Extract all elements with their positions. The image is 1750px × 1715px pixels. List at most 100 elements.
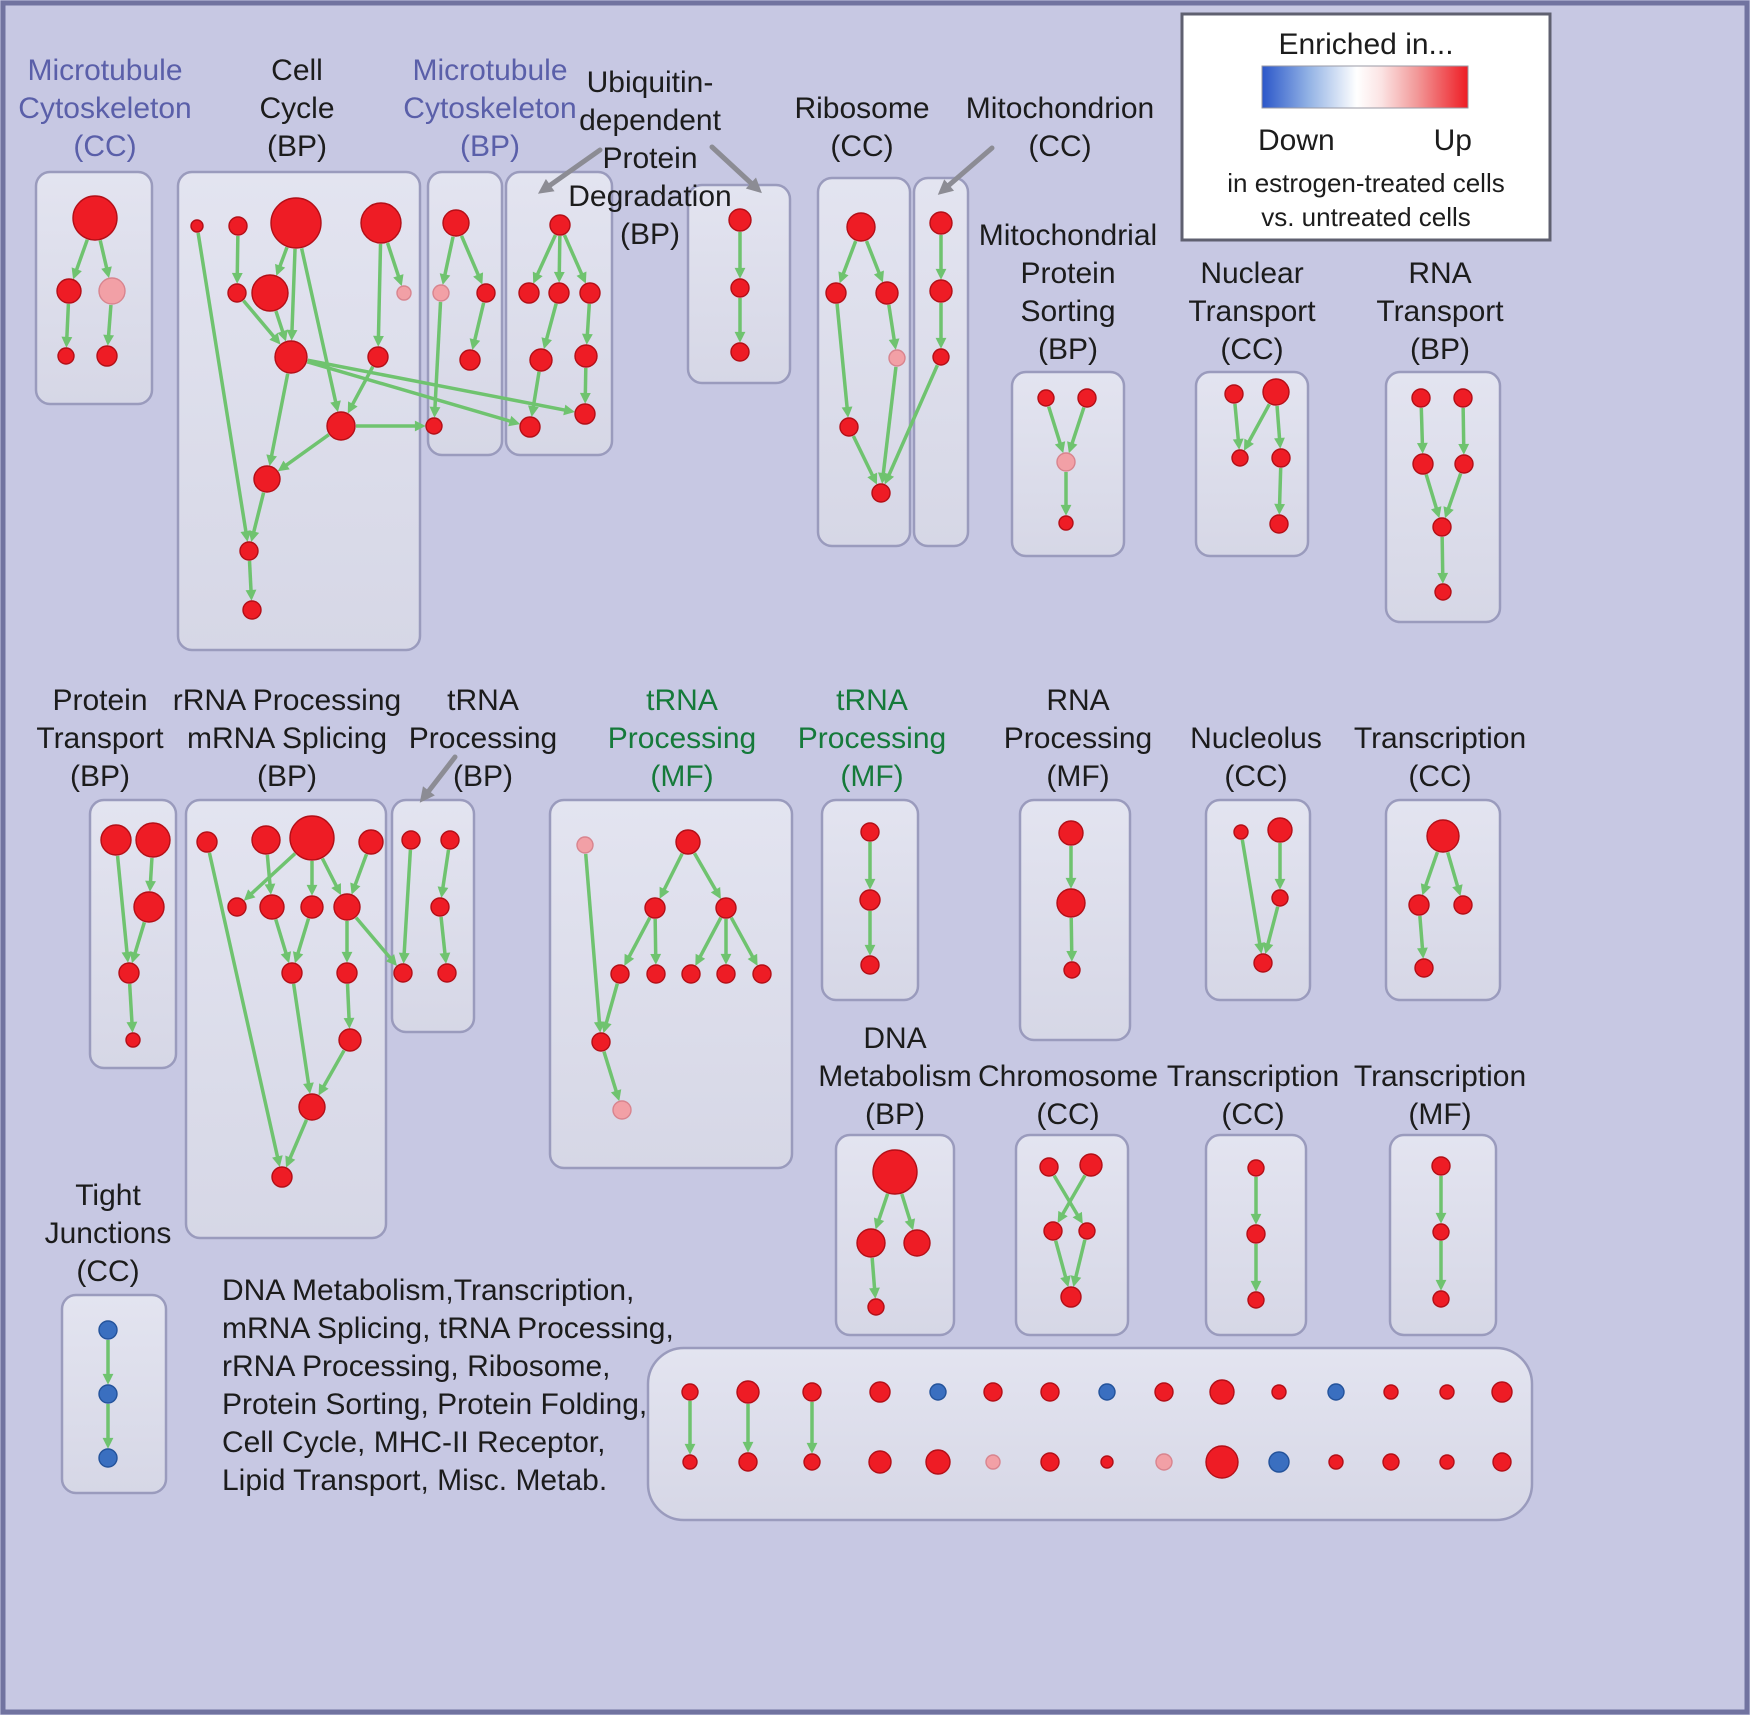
- gene-node-pink: [888, 349, 906, 367]
- gene-node-red: [574, 344, 598, 368]
- gene-node-red: [802, 1382, 822, 1402]
- edge-arrow: [103, 304, 115, 346]
- gene-node-red: [125, 1032, 141, 1048]
- edge-arrow: [291, 983, 314, 1094]
- gene-node-red: [300, 895, 324, 919]
- gene-node-red: [752, 964, 772, 984]
- gene-node-red: [430, 897, 450, 917]
- gene-node-red: [72, 195, 118, 241]
- legend-subtitle-1: in estrogen-treated cells: [1227, 168, 1504, 198]
- gene-node-red: [846, 212, 876, 242]
- microtubule-cc-label: Microtubule Cytoskeleton (CC): [18, 54, 191, 163]
- gene-node-red: [270, 197, 322, 249]
- gene-node-red: [1328, 1454, 1344, 1470]
- gene-node-red: [1271, 448, 1291, 468]
- gene-node-red: [1040, 1452, 1060, 1472]
- transcription-mf-label: Transcription (MF): [1354, 1060, 1526, 1131]
- edge-arrow: [274, 310, 288, 342]
- edge-arrow: [98, 240, 112, 279]
- gene-node-red: [644, 897, 666, 919]
- gene-node-red: [401, 830, 421, 850]
- edge-arrow: [429, 301, 443, 418]
- edge-arrow: [385, 242, 404, 287]
- gene-node-blue: [1327, 1383, 1345, 1401]
- gene-node-pink: [985, 1454, 1001, 1470]
- gene-node-red: [1492, 1452, 1512, 1472]
- gene-node-red: [519, 416, 541, 438]
- gene-node-red: [135, 822, 171, 858]
- gene-node-red: [1209, 1379, 1235, 1405]
- edge-arrow: [242, 299, 281, 345]
- edge-arrow: [1070, 1239, 1087, 1288]
- edge-arrow: [1420, 851, 1440, 896]
- gene-node-red: [118, 962, 140, 984]
- edge-arrow: [207, 852, 283, 1167]
- gene-node-red: [1078, 1222, 1096, 1240]
- gene-node-red: [1205, 1445, 1239, 1479]
- edge-arrow: [373, 243, 384, 347]
- annotation-arrow: [419, 754, 458, 803]
- edge-arrow: [277, 433, 330, 472]
- edge-arrow: [601, 983, 619, 1034]
- gene-node-red: [289, 815, 335, 861]
- gene-node-red: [932, 348, 950, 366]
- edge-arrow: [1243, 403, 1271, 451]
- edge-arrow: [583, 853, 605, 1033]
- gene-node-red: [925, 1449, 951, 1475]
- gene-node-blue: [98, 1320, 118, 1340]
- mito-protein-sorting-label: Mitochondrial Protein Sorting (BP): [979, 219, 1157, 366]
- gene-node-red: [281, 962, 303, 984]
- gene-node-red: [681, 1383, 699, 1401]
- edge-arrow: [864, 240, 884, 283]
- gene-node-red: [274, 340, 308, 374]
- annotation-arrow: [537, 147, 603, 194]
- edge-arrow: [299, 248, 341, 413]
- edge-arrow: [1416, 407, 1428, 454]
- gene-node-red: [425, 417, 443, 435]
- gene-node-red: [579, 282, 601, 304]
- nuclear-transport-label: Nuclear Transport (CC): [1188, 257, 1316, 366]
- gene-node-red: [716, 964, 736, 984]
- edge-arrow: [1274, 467, 1286, 515]
- gene-node-red: [1037, 389, 1055, 407]
- gene-node-red: [253, 465, 281, 493]
- legend-up-label: Up: [1434, 124, 1472, 157]
- edge-arrow: [532, 234, 558, 284]
- edge-arrow: [1262, 906, 1280, 955]
- gene-node-red: [983, 1382, 1003, 1402]
- gene-node-red: [548, 282, 570, 304]
- gene-node-red: [1271, 1384, 1287, 1400]
- edge-arrow: [1057, 1174, 1087, 1223]
- gene-node-red: [1043, 1221, 1063, 1241]
- gene-node-red: [476, 283, 496, 303]
- edge-arrow: [528, 371, 541, 417]
- chromosome-cc-box: [1014, 1133, 1130, 1337]
- transcription-cc-label: Transcription (CC): [1354, 722, 1526, 793]
- gene-node-red: [1408, 894, 1430, 916]
- legend-down-label: Down: [1258, 124, 1335, 157]
- gene-node-red: [1253, 953, 1273, 973]
- edge-arrow: [1047, 406, 1066, 454]
- mitochondrion-label: Mitochondrion (CC): [966, 92, 1154, 163]
- gene-node-red: [1040, 1382, 1060, 1402]
- gene-node-red: [1453, 388, 1473, 408]
- edge-arrow: [1274, 405, 1285, 449]
- gene-node-red: [1383, 1384, 1399, 1400]
- edge-arrow: [581, 303, 593, 345]
- gene-node-red: [1432, 1223, 1450, 1241]
- gene-node-red: [872, 1149, 918, 1195]
- gene-node-red: [1414, 958, 1434, 978]
- rna-processing-mf-box: [1018, 798, 1132, 1042]
- gene-node-pink: [1155, 1453, 1173, 1471]
- edge-arrow: [285, 1119, 309, 1168]
- gene-node-red: [681, 964, 701, 984]
- legend-title: Enriched in...: [1278, 28, 1453, 61]
- trna-mf-large-label: tRNA Processing (MF): [608, 684, 756, 793]
- gene-node-red: [133, 891, 165, 923]
- gene-node-red: [715, 897, 737, 919]
- gene-node-pink: [396, 285, 412, 301]
- gene-node-red: [730, 342, 750, 362]
- chromosome-label: Chromosome (CC): [978, 1060, 1158, 1131]
